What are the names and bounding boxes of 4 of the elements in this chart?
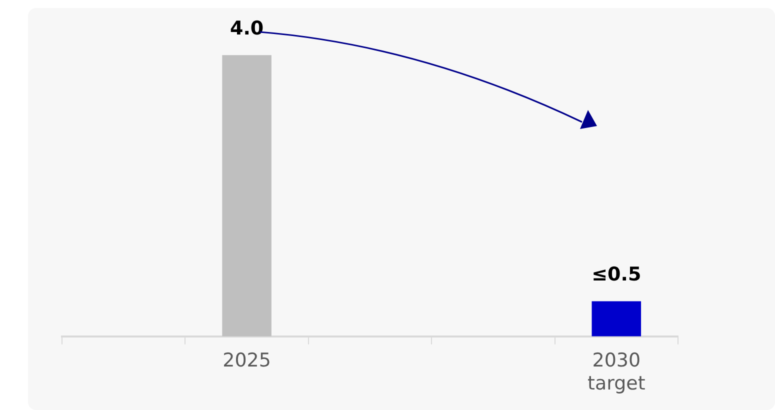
data-label: ≤0.5 (592, 264, 642, 286)
x-tick-label: 2025 (222, 350, 271, 372)
data-label: 4.0 (230, 18, 264, 40)
x-tick-label: 2030 target (588, 350, 646, 395)
